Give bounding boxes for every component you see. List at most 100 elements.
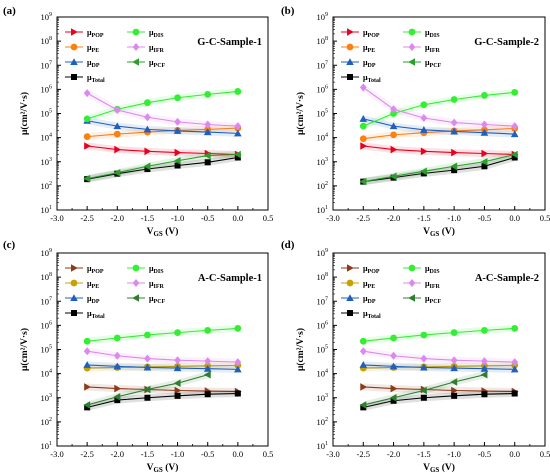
y-tick-label: 105 — [317, 109, 329, 119]
diamond-data-point — [420, 354, 428, 363]
circle-data-point — [204, 90, 212, 98]
circle-data-point — [174, 94, 181, 102]
legend-label: μDP — [87, 294, 100, 305]
series-line — [87, 120, 238, 134]
tri-left-data-point — [143, 162, 151, 171]
diamond-data-point — [174, 117, 181, 126]
y-tick-label: 103 — [41, 393, 53, 403]
series-line — [363, 364, 515, 370]
y-tick-label: 104 — [317, 133, 329, 143]
x-tick-label: -2.5 — [80, 213, 93, 223]
x-axis-label: VGS (V) — [147, 226, 179, 238]
legend-label: μDP — [363, 58, 376, 69]
tri-right-legend-marker-icon — [347, 28, 354, 36]
diamond-data-point — [390, 351, 397, 360]
tri-left-data-point — [234, 150, 241, 159]
series-pcf — [359, 370, 488, 409]
series-pop — [360, 142, 519, 159]
sample-title: A-C-Sample-1 — [198, 273, 262, 284]
legend-label: μPE — [363, 279, 375, 290]
circle-data-point — [420, 331, 428, 339]
x-tick-label: -2.5 — [80, 449, 93, 459]
diamond-data-point — [420, 114, 428, 123]
tri-up-data-point — [173, 364, 182, 372]
tri-up-legend-marker-icon — [70, 58, 78, 65]
tri-left-data-point — [203, 370, 211, 379]
y-tick-label: 103 — [317, 157, 329, 167]
square-data-point — [234, 154, 241, 161]
x-tick-label: -0.5 — [201, 213, 214, 223]
x-tick-label: 0.5 — [263, 449, 274, 459]
tri-left-data-point — [480, 370, 488, 379]
y-tick-label: 101 — [317, 205, 329, 215]
series-pcf — [83, 150, 241, 183]
tri-up-data-point — [480, 128, 489, 136]
circle-data-point — [174, 329, 181, 337]
square-legend-marker-icon — [71, 310, 77, 316]
tri-left-data-point — [113, 392, 121, 401]
legend-label: μPCF — [425, 58, 442, 69]
diamond-data-point — [113, 351, 121, 360]
legend-label: μDIS — [149, 264, 164, 275]
tri-left-legend-marker-icon — [132, 58, 139, 66]
tri-left-data-point — [113, 168, 121, 177]
x-tick-label: 0.0 — [233, 449, 244, 459]
y-tick-label: 105 — [317, 345, 329, 355]
tri-up-data-point — [420, 126, 428, 133]
diamond-data-point — [234, 122, 242, 131]
tri-up-data-point — [143, 363, 152, 371]
legend-label: μPOP — [363, 28, 380, 39]
legend-label: μPE — [87, 279, 99, 290]
circle-data-point — [420, 101, 428, 109]
tri-up-data-point — [203, 364, 212, 372]
tri-up-data-point — [173, 127, 182, 134]
tri-right-legend-marker-icon — [71, 264, 78, 272]
diamond-data-point — [359, 347, 367, 356]
panel-label: (a) — [3, 5, 16, 17]
chart-panel: (b) G-C-Sample-2 -3.0 -2.5 -2.0 -1.5 -1.0 -0.5 0… — [281, 5, 550, 238]
series-total — [84, 390, 241, 411]
series-line — [87, 127, 238, 138]
y-axis-label: μ(cm²/V·s) — [295, 328, 306, 371]
diamond-data-point — [113, 105, 121, 114]
x-tick-label: 0.5 — [540, 449, 550, 459]
y-tick-label: 103 — [41, 157, 53, 167]
tri-left-data-point — [510, 150, 518, 159]
circle-data-point — [113, 130, 121, 138]
square-legend-marker-icon — [347, 74, 353, 80]
series-line — [362, 87, 515, 127]
tri-right-legend-marker-icon — [347, 264, 354, 272]
legend: μPOP μPE μDP μTotal μDIS μIFR μPCF — [65, 264, 166, 320]
tri-up-legend-marker-icon — [346, 58, 354, 65]
tri-left-data-point — [420, 167, 427, 176]
diamond-data-point — [234, 358, 242, 367]
series-pcf — [83, 370, 211, 409]
x-axis-label: VGS (V) — [423, 462, 455, 472]
y-axis-label: μ(cm²/V·s) — [19, 92, 30, 135]
circle-legend-marker-icon — [346, 43, 354, 51]
x-tick-label: -2.0 — [387, 449, 400, 459]
circle-data-point — [144, 331, 151, 339]
circle-data-point — [481, 92, 488, 99]
circle-data-point — [234, 324, 242, 332]
x-tick-label: -3.0 — [50, 449, 63, 459]
tri-right-data-point — [84, 142, 91, 150]
diamond-data-point — [511, 122, 519, 131]
series-line — [87, 327, 238, 342]
legend-label: μIFR — [425, 43, 441, 54]
x-tick-label: -1.0 — [447, 449, 460, 459]
circle-data-point — [511, 324, 519, 332]
circle-data-point — [359, 135, 367, 143]
square-data-point — [360, 404, 367, 411]
y-tick-label: 105 — [41, 109, 53, 119]
tri-right-data-point — [84, 383, 91, 391]
series-line — [363, 127, 515, 140]
tri-up-data-point — [480, 364, 489, 372]
square-legend-marker-icon — [347, 310, 353, 316]
x-tick-label: -0.5 — [201, 449, 214, 459]
diamond-data-point — [174, 356, 181, 365]
circle-data-point — [234, 88, 242, 95]
y-tick-label: 108 — [41, 36, 53, 46]
series-line — [87, 364, 238, 369]
y-tick-label: 107 — [41, 296, 53, 306]
